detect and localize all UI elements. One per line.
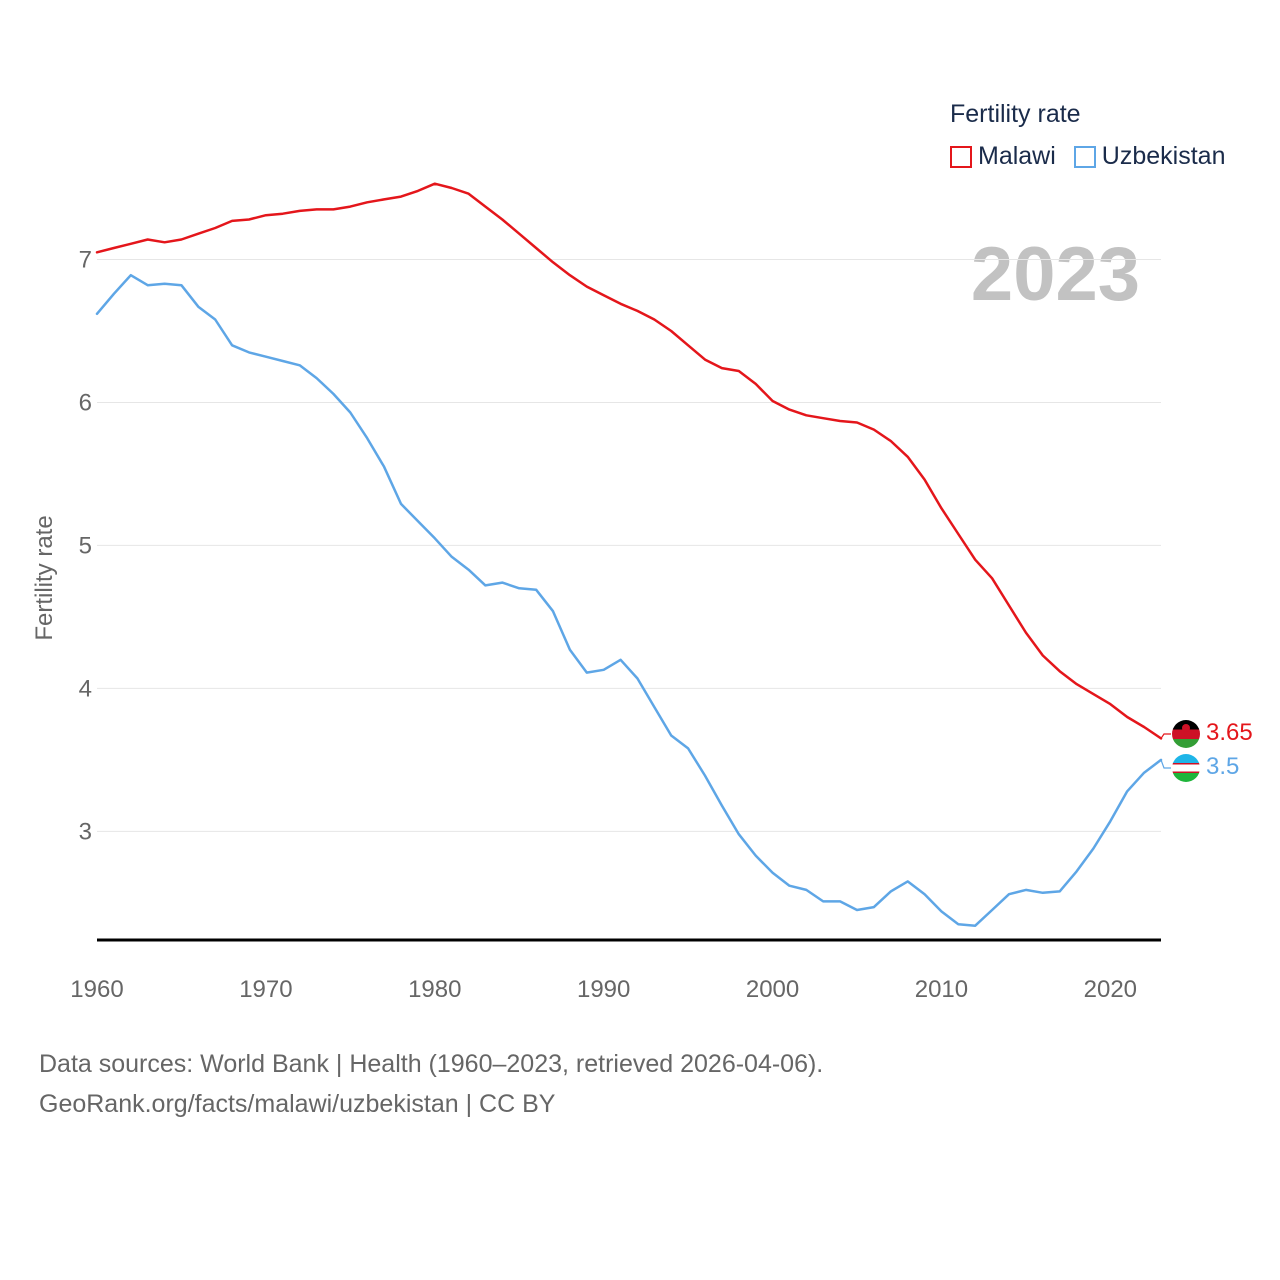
data-source-note: Data sources: World Bank | Health (1960–… xyxy=(39,1050,824,1078)
legend-item-uzbekistan[interactable]: Uzbekistan xyxy=(1073,142,1226,171)
legend-title: Fertility rate xyxy=(950,100,1081,128)
x-tick-label: 1960 xyxy=(70,976,123,1003)
x-tick-label: 2020 xyxy=(1084,976,1137,1003)
series-line-malawi xyxy=(95,182,1163,740)
legend-swatch-uzbekistan xyxy=(1073,145,1096,168)
y-tick-label: 7 xyxy=(79,246,92,273)
year-watermark: 2023 xyxy=(971,232,1140,317)
malawi-flag-icon xyxy=(1172,720,1200,748)
y-tick-label: 5 xyxy=(79,532,92,559)
x-tick-label: 1980 xyxy=(408,976,461,1003)
x-tick-label: 1990 xyxy=(577,976,630,1003)
x-tick-label: 2000 xyxy=(746,976,799,1003)
end-connector-malawi xyxy=(1160,733,1171,739)
x-axis-ticks: 1960 1970 1980 1990 2000 2010 2020 xyxy=(70,976,1137,1003)
uzbekistan-flag-icon xyxy=(1172,754,1200,782)
end-markers xyxy=(1160,733,1171,769)
x-tick-label: 1970 xyxy=(239,976,292,1003)
footer: Data sources: World Bank | Health (1960–… xyxy=(39,1044,823,1124)
legend: Malawi Uzbekistan xyxy=(950,142,1243,171)
legend-item-malawi[interactable]: Malawi xyxy=(950,142,1056,171)
end-connector-uzbekistan xyxy=(1160,759,1171,769)
x-tick-label: 2010 xyxy=(915,976,968,1003)
attribution-link[interactable]: GeoRank.org/facts/malawi/uzbekistan | CC… xyxy=(39,1090,556,1118)
y-tick-label: 4 xyxy=(79,675,92,702)
y-tick-label: 6 xyxy=(79,389,92,416)
grid-lines xyxy=(97,258,1161,832)
uzbekistan-end-label: 3.5 xyxy=(1206,753,1239,780)
y-axis-ticks: 3 4 5 6 7 xyxy=(79,246,92,845)
legend-label-uzbekistan: Uzbekistan xyxy=(1101,142,1226,170)
legend-swatch-malawi xyxy=(950,145,972,168)
y-axis-label: Fertility rate xyxy=(31,515,58,640)
legend-label-malawi: Malawi xyxy=(978,142,1056,170)
series-line-uzbekistan xyxy=(95,273,1163,927)
y-tick-label: 3 xyxy=(79,818,92,845)
series-lines xyxy=(95,182,1163,927)
malawi-end-label: 3.65 xyxy=(1206,719,1253,746)
